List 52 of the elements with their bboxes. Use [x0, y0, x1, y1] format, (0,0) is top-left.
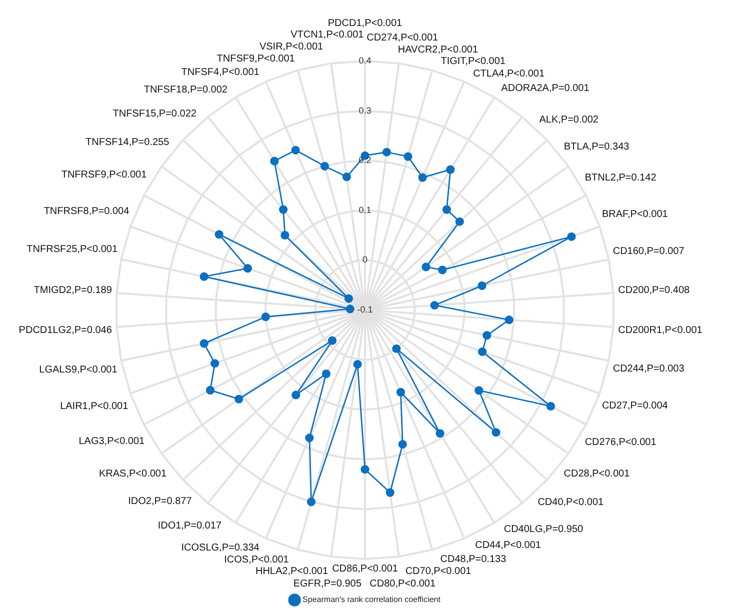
y-tick-label: 0.3: [358, 105, 372, 116]
spoke-label: TNFSF15,P=0.022: [112, 108, 197, 120]
spoke-label: IDO1,P=0.017: [158, 520, 222, 532]
spoke-label: CD80,P<0.001: [370, 578, 436, 590]
spoke-label: ALK,P=0.002: [539, 114, 599, 126]
spoke-label: TNFSF9,P<0.001: [216, 53, 296, 64]
spoke-label: CD200,P=0.408: [618, 284, 690, 296]
spoke-label: TNFRSF25,P<0.001: [26, 244, 118, 255]
spoke-label: EGFR,P=0.905: [293, 578, 362, 590]
spoke-label: CD70,P<0.001: [405, 566, 472, 578]
spoke-label: TIGIT,P<0.001: [440, 56, 506, 67]
spoke-label: HAVCR2,P<0.001: [398, 44, 478, 56]
spoke-label: IDO2,P=0.877: [128, 496, 192, 508]
spoke-label: CD200R1,P<0.001: [618, 324, 703, 336]
spoke-label: CD276,P<0.001: [584, 437, 657, 448]
spoke-label: CD160,P=0.007: [612, 246, 685, 257]
spoke-label: CD48,P=0.133: [440, 554, 507, 565]
spoke-label: VSIR,P<0.001: [259, 42, 324, 53]
spoke-label: TNFRSF8,P=0.004: [44, 206, 130, 217]
y-tick-label: -0.1: [357, 304, 373, 314]
spoke-label: PDCD1,P<0.001: [328, 18, 403, 29]
spoke-label: CD28,P<0.001: [564, 468, 630, 480]
y-tick-label: 0.4: [358, 55, 372, 66]
spoke-label: TNFSF18,P=0.002: [144, 84, 228, 96]
spoke-label: VTCN1,P<0.001: [290, 30, 364, 41]
y-tick-label: 0: [362, 254, 368, 265]
spoke-label: CTLA4,P<0.001: [473, 68, 545, 80]
spoke-label: CD44,P<0.001: [475, 540, 542, 551]
spoke-label: CD244,P=0.003: [612, 364, 685, 375]
spoke-label: CD274,P<0.001: [366, 32, 439, 44]
legend-label: Spearman's rank correlation coefficient: [302, 595, 442, 604]
spoke-label: CD27,P=0.004: [602, 400, 668, 412]
spoke-label: LAIR1,P<0.001: [60, 401, 129, 412]
spoke-label: ICOS,P<0.001: [224, 554, 290, 566]
spoke-label: BTNL2,P=0.142: [584, 172, 657, 184]
spoke-label: KRAS,P<0.001: [98, 468, 167, 480]
spoke-label: CD86,P<0.001: [332, 564, 398, 574]
spoke-label: CD40LG,P=0.950: [504, 524, 584, 536]
spoke-label: BRAF,P<0.001: [602, 208, 668, 220]
y-tick-label: 0.1: [358, 204, 372, 215]
spoke-label: TMIGD2,P=0.189: [34, 284, 112, 296]
spoke-label: TNFSF4,P<0.001: [181, 66, 260, 78]
spoke-label: CD40,P<0.001: [538, 496, 604, 508]
spoke-label: TNFRSF9,P<0.001: [61, 170, 148, 181]
spoke-label: TNFSF14,P=0.255: [86, 136, 170, 148]
spoke-label: LAG3,P<0.001: [78, 436, 146, 448]
spoke-label: ADORA2A,P=0.001: [501, 83, 590, 94]
spoke-label: BTLA,P=0.343: [564, 141, 630, 152]
spoke-label: LGALS9,P<0.001: [39, 364, 118, 376]
spoke-label: HHLA2,P<0.001: [255, 566, 328, 578]
spoke-label: ICOSLG,P=0.334: [181, 542, 260, 554]
spoke-label: PDCD1LG2,P=0.046: [18, 325, 112, 336]
